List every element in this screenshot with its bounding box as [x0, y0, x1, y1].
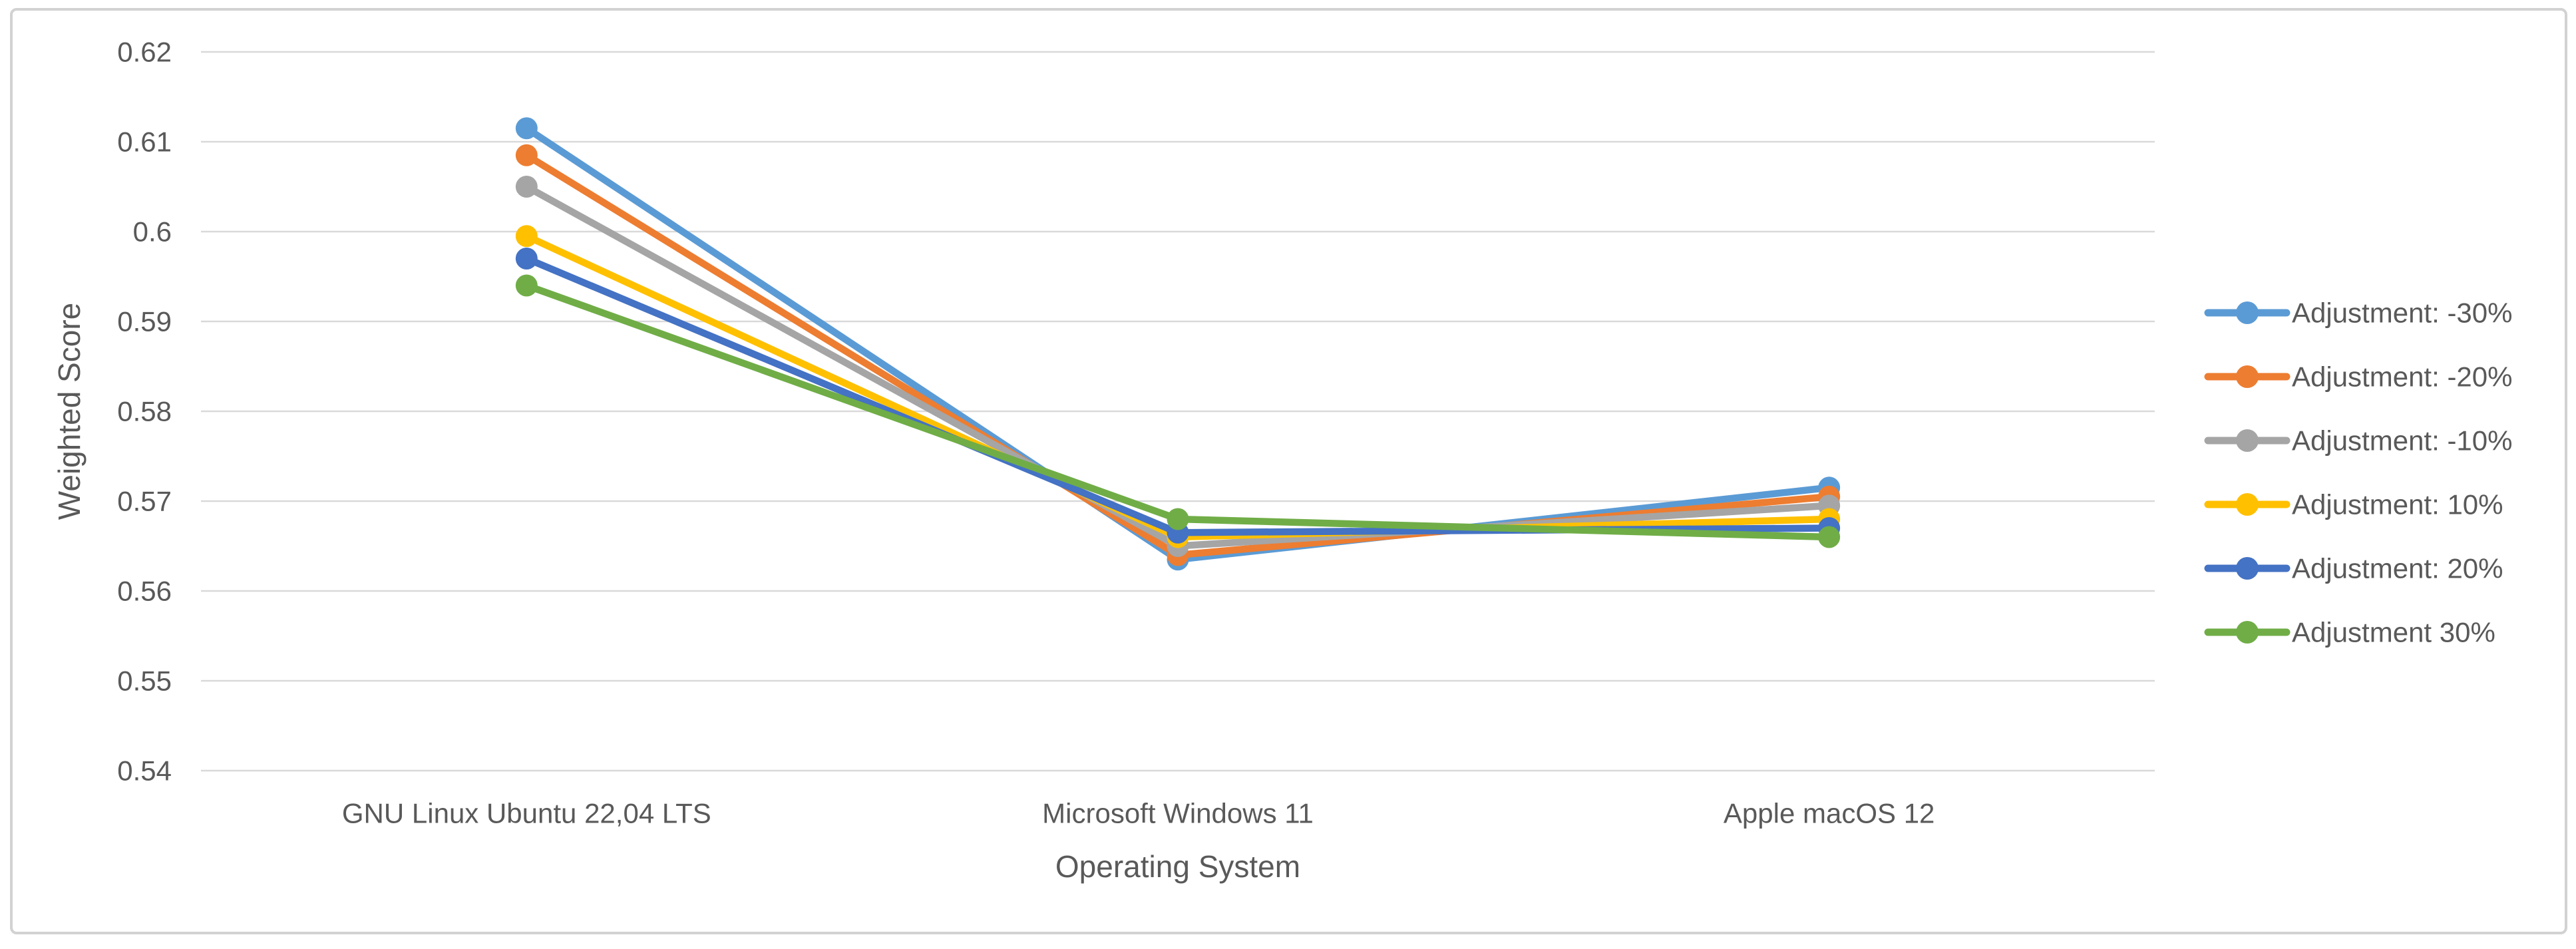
series-marker [515, 176, 538, 198]
x-tick-label: Microsoft Windows 11 [1042, 798, 1314, 829]
legend-label: Adjustment: -10% [2292, 425, 2513, 457]
y-tick-label: 0.56 [117, 576, 172, 607]
legend-item: Adjustment 30% [2204, 617, 2495, 648]
x-axis-title: Operating System [1055, 849, 1300, 884]
y-tick-label: 0.58 [117, 396, 172, 427]
legend-label: Adjustment 30% [2292, 617, 2495, 648]
legend-label: Adjustment: 20% [2292, 553, 2503, 584]
plot-series [515, 117, 1841, 571]
legend-label: Adjustment: 10% [2292, 489, 2503, 520]
series-marker [515, 225, 538, 248]
y-tick-label: 0.62 [117, 37, 172, 68]
y-tick-label: 0.61 [117, 126, 172, 158]
legend-marker-swatch [2236, 429, 2259, 452]
series-marker [1167, 508, 1189, 530]
y-axis-title: Weighted Score [52, 303, 87, 520]
series-marker [515, 117, 538, 140]
legend-marker-swatch [2236, 621, 2259, 644]
legend-item: Adjustment: -30% [2204, 297, 2513, 329]
series-marker [1818, 526, 1841, 548]
x-tick-label: GNU Linux Ubuntu 22,04 LTS [342, 798, 711, 829]
legend-item: Adjustment: 10% [2204, 489, 2503, 520]
legend-marker-swatch [2236, 365, 2259, 388]
y-axis-tick-labels: 0.62 0.61 0.6 0.59 0.58 0.57 0.56 0.55 0.54 [117, 37, 172, 787]
series-marker [515, 144, 538, 166]
legend-item: Adjustment: -20% [2204, 361, 2513, 393]
y-tick-label: 0.59 [117, 306, 172, 337]
legend-label: Adjustment: -20% [2292, 361, 2513, 393]
y-tick-label: 0.55 [117, 665, 172, 697]
y-tick-label: 0.54 [117, 755, 172, 787]
chart-card-border [10, 8, 2567, 934]
legend-item: Adjustment: 20% [2204, 553, 2503, 584]
x-axis-tick-labels: GNU Linux Ubuntu 22,04 LTS Microsoft Wind… [342, 798, 1935, 829]
x-tick-label: Apple macOS 12 [1724, 798, 1935, 829]
legend-marker-swatch [2236, 493, 2259, 516]
legend-item: Adjustment: -10% [2204, 425, 2513, 457]
legend-marker-swatch [2236, 301, 2259, 324]
y-tick-label: 0.57 [117, 486, 172, 517]
series-marker [515, 274, 538, 297]
legend-marker-swatch [2236, 557, 2259, 580]
y-tick-label: 0.6 [133, 216, 172, 248]
legend-label: Adjustment: -30% [2292, 297, 2513, 329]
series-marker [515, 248, 538, 270]
legend: Adjustment: -30% Adjustment: -20% Adjustme… [2204, 297, 2513, 648]
